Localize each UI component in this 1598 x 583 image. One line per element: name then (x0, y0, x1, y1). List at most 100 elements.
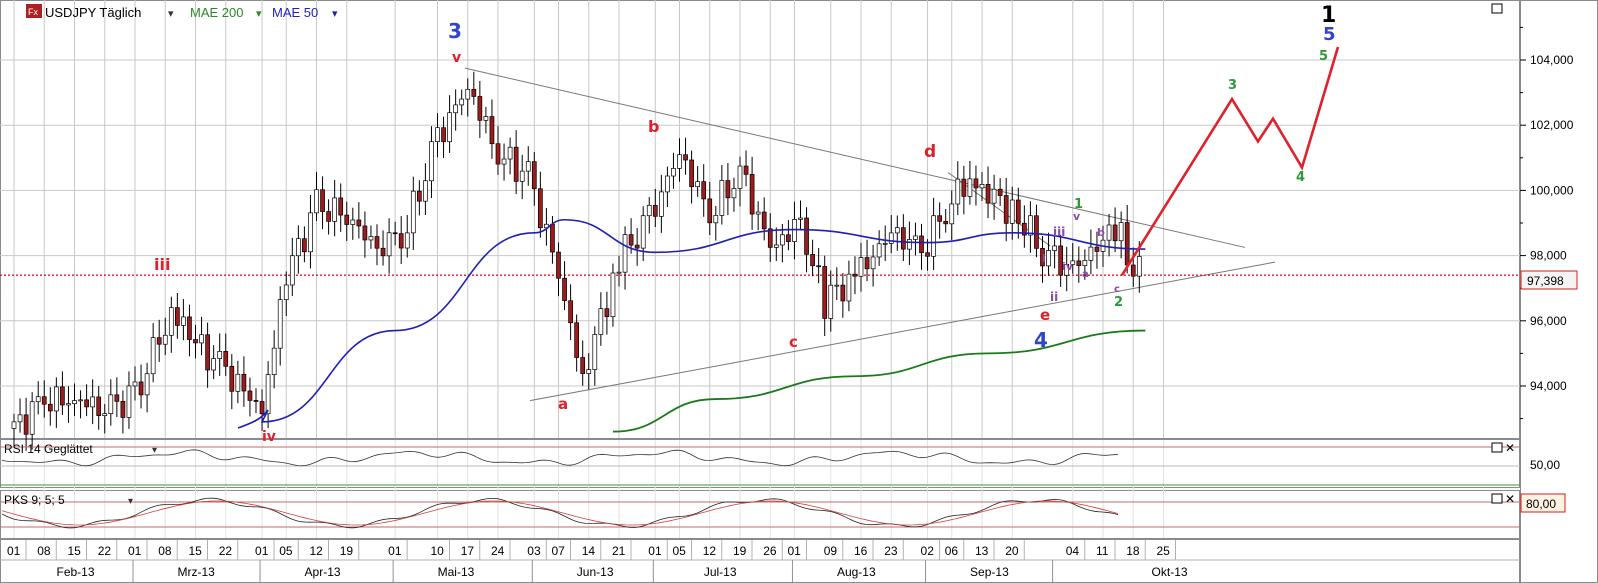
x-day-label: 07 (552, 544, 566, 558)
candle-body (925, 252, 930, 257)
candle-body (610, 272, 616, 318)
candle-body (816, 265, 822, 268)
wave-label-black: 1 (1321, 3, 1336, 28)
candle-body (1064, 264, 1070, 276)
candle-body (550, 223, 555, 253)
candle-body (537, 188, 543, 229)
candle-body (507, 146, 513, 160)
wave-label-green: 1 (1074, 197, 1083, 212)
main-panel-frame (0, 0, 1520, 439)
candle-body (979, 184, 985, 189)
x-day-label: 05 (279, 544, 293, 558)
candle-body (138, 381, 144, 396)
x-day-label: 08 (158, 544, 172, 558)
candle-body (997, 188, 1003, 196)
candle-body (616, 271, 622, 274)
indicator-mae50[interactable]: MAE 50 (272, 5, 318, 20)
x-day-label: 01 (128, 544, 142, 558)
candle-body (749, 173, 755, 215)
candle-body (320, 189, 325, 212)
chart-title[interactable]: USDJPY Täglich (45, 5, 141, 20)
candle-body (265, 374, 271, 415)
candle-body (743, 165, 749, 175)
candle-body (193, 339, 198, 344)
indicator-mae200[interactable]: MAE 200 (190, 5, 243, 20)
pks-maximize-button[interactable] (1491, 493, 1503, 504)
chart-header: Fx USDJPY Täglich ▾ MAE 200 ▾ MAE 50 ▾ (26, 4, 338, 20)
candle-body (961, 178, 967, 197)
candle-body (271, 347, 277, 375)
candle-body (683, 154, 688, 161)
candle-body (779, 234, 785, 246)
candle-body (374, 236, 380, 249)
candle-body (949, 203, 955, 225)
candle-body (792, 219, 797, 242)
x-day-label: 12 (703, 544, 717, 558)
candle-body (967, 178, 973, 197)
candle-body (17, 414, 23, 423)
x-day-label: 04 (1066, 544, 1080, 558)
x-day-label: 01 (388, 544, 402, 558)
candle-body (495, 143, 501, 165)
ma200-line (612, 329, 1146, 433)
mae200-dropdown-icon[interactable]: ▾ (256, 8, 262, 20)
pks-panel-title: PKS 9; 5; 5 (4, 493, 65, 507)
pks-dropdown-icon[interactable]: ▾ (128, 496, 133, 507)
candle-body (1112, 224, 1118, 242)
candle-body (646, 204, 652, 217)
current-price-label: 97,398 (1527, 274, 1564, 288)
candle-body (350, 219, 356, 225)
candle-body (876, 243, 882, 258)
x-day-label: 03 (527, 544, 541, 558)
x-day-label: 19 (340, 544, 354, 558)
candle-body (852, 273, 858, 277)
candle-body (380, 247, 386, 257)
candle-body (882, 243, 888, 245)
rsi-close-icon[interactable]: ✕ (1505, 441, 1515, 455)
candle-body (1052, 245, 1057, 251)
wave-label-red: iii (154, 255, 170, 274)
rsi-maximize-button[interactable] (1491, 442, 1503, 453)
y-tick-label: 102,000 (1530, 118, 1574, 132)
candle-body (181, 316, 186, 326)
candle-body (344, 214, 350, 225)
wave-label-green: 5 (1319, 49, 1328, 64)
candle-body (919, 235, 924, 254)
candle-body (513, 146, 519, 182)
main-maximize-button[interactable] (1491, 3, 1503, 14)
candle-body (205, 334, 210, 371)
candle-body (592, 334, 598, 370)
candle-body (695, 181, 701, 188)
candle-body (798, 217, 803, 220)
pks-close-icon[interactable]: ✕ (1505, 492, 1515, 506)
x-day-label: 15 (68, 544, 82, 558)
candle-body (846, 273, 852, 302)
wave-label-purple: a (1082, 269, 1089, 280)
candles (11, 71, 1142, 451)
candle-body (913, 235, 918, 240)
wave-label-green: 4 (1296, 170, 1305, 185)
title-dropdown-icon[interactable]: ▾ (168, 8, 174, 20)
candle-body (1070, 260, 1076, 265)
candle-body (888, 232, 894, 244)
candle-body (253, 400, 259, 402)
y-tick-label: 100,000 (1530, 183, 1574, 197)
wave-label-red: v (452, 50, 461, 66)
wave-label-red: b (648, 117, 659, 136)
x-day-label: 26 (763, 544, 777, 558)
candle-body (53, 386, 59, 412)
x-day-label: 09 (824, 544, 838, 558)
candle-body (1094, 246, 1100, 252)
fx-badge-text: Fx (28, 7, 38, 17)
mae50-dropdown-icon[interactable]: ▾ (332, 8, 338, 20)
candle-body (398, 233, 404, 249)
candle-body (604, 308, 610, 318)
candle-body (562, 277, 567, 302)
candle-body (102, 413, 108, 416)
candle-body (652, 204, 658, 217)
candle-body (477, 96, 483, 121)
ma50-line (237, 218, 1146, 429)
candle-body (35, 396, 41, 403)
pks-k-line (1, 497, 1119, 529)
rsi-dropdown-icon[interactable]: ▾ (152, 445, 157, 456)
